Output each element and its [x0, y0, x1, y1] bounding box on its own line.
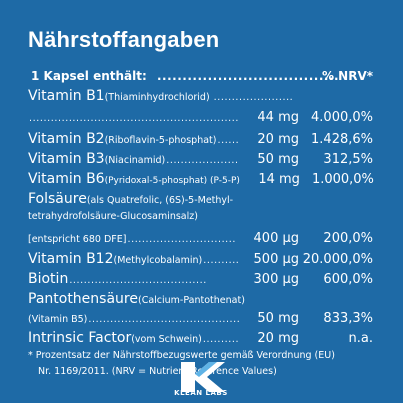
nutrient-detail: (Thiaminhydrochlorid) — [104, 92, 210, 103]
leader-dots: .............. — [203, 255, 240, 266]
nutrient-amount: 20 mg — [257, 331, 299, 346]
serving-dots: .................................... — [156, 69, 340, 83]
nutrient-amount: 50 mg — [257, 152, 299, 167]
nutrient-name: Vitamin B12 — [28, 251, 114, 267]
nutrient-nrv: 1.000,0% — [311, 172, 374, 187]
nutrient-row: Intrinsic Factor (vom Schwein) .........… — [28, 330, 373, 350]
leader-dots: .......... — [217, 135, 241, 146]
nutrient-amount: 50 mg — [257, 311, 299, 326]
nutrient-row: tetrahydrofolsäure-Glucosaminsalz) — [28, 211, 373, 231]
nutrient-nrv: 200,0% — [323, 231, 373, 246]
nutrient-nrv: 600,0% — [323, 272, 373, 287]
serving-label: 1 Kapsel enthält: — [31, 69, 147, 83]
nutrient-amount: 500 µg — [253, 252, 299, 267]
nutrient-detail: (Pyridoxal-5-phosphat) (P-5-P) — [104, 176, 240, 186]
nutrient-nrv: 4.000,0% — [311, 110, 373, 125]
nutrient-detail: (vom Schwein) — [131, 334, 202, 345]
nutrient-row: Vitamin B3 (Niacinamid) ................… — [28, 151, 373, 171]
nutrient-row: Folsäure (als Quatrefolic, (6S)-5-Methyl… — [28, 191, 373, 211]
footnote-line-1: * Prozentsatz der Nährstoffbezugswerte g… — [28, 350, 335, 361]
nutrient-amount: 20 mg — [257, 132, 299, 147]
nutrient-row: Pantothensäure (Calcium-Pantothenat) — [28, 291, 373, 311]
nutrient-row: (Vitamin B5) ...........................… — [28, 311, 373, 331]
nutrient-amount: 300 µg — [253, 272, 299, 287]
leader-dots: ........................................… — [88, 314, 240, 325]
nutrient-row: Vitamin B1 (Thiaminhydrochlorid) .......… — [28, 88, 373, 108]
nutrient-nrv: 833,3% — [323, 311, 373, 326]
leader-dots: ...................................... — [69, 275, 207, 286]
nutrient-row: Vitamin B6 (Pyridoxal-5-phosphat) (P-5-P… — [28, 171, 374, 191]
leader-dots: .............. — [202, 334, 240, 345]
nutrient-detail: (Methylcobalamin) — [113, 255, 203, 266]
footnote-line-2: Nr. 1169/2011. (NRV = Nutrient Reference… — [38, 366, 277, 377]
nutrient-name: Pantothensäure — [28, 291, 138, 307]
leader-dots: .............................. — [127, 234, 237, 245]
nutrient-row: [entspricht 680 DFE] ...................… — [28, 231, 373, 251]
k-logo-icon — [181, 362, 225, 392]
nutrient-nrv: n.a. — [348, 331, 373, 346]
nutrient-nrv: 1.428,6% — [311, 132, 373, 147]
nutrient-name: Intrinsic Factor — [28, 330, 132, 346]
nutrient-detail: (Vitamin B5) — [28, 314, 88, 325]
nutrient-nrv: 20.000,0% — [302, 252, 373, 267]
leader-dots: ...................... — [213, 92, 294, 103]
nutrient-detail: (als Quatrefolic, (6S)-5-Methyl- — [86, 195, 234, 206]
nutrient-name: Folsäure — [28, 191, 87, 207]
nutrient-detail: (Calcium-Pantothenat) — [137, 295, 245, 306]
nutrient-detail: [entspricht 680 DFE] — [28, 234, 127, 245]
nutrient-row: ........................................… — [28, 110, 373, 130]
nutrient-amount: 44 mg — [257, 110, 299, 125]
nutrient-amount: 14 mg — [258, 172, 300, 187]
nutrient-detail: (Riboflavin-5-phosphat) — [104, 135, 217, 146]
serving-header: 1 Kapsel enthält: ......................… — [31, 69, 339, 83]
nutrient-name: Vitamin B2 — [28, 131, 105, 147]
nutrient-name: Vitamin B6 — [28, 171, 105, 187]
nrv-header: % NRV* — [321, 69, 373, 83]
page-title: Nährstoffangaben — [28, 27, 220, 52]
nutrient-row: Vitamin B2 (Riboflavin-5-phosphat) .....… — [28, 131, 373, 151]
nutrient-amount: 400 µg — [253, 231, 299, 246]
nutrient-name: Biotin — [28, 271, 69, 287]
nutrient-name: Vitamin B3 — [28, 151, 105, 167]
leader-dots: .................... — [166, 155, 239, 166]
leader-dots: ........................................… — [29, 113, 240, 124]
nutrient-detail: tetrahydrofolsäure-Glucosaminsalz) — [28, 211, 198, 222]
brand-logo-text: KLEAN LABS — [174, 389, 228, 397]
nutrient-row: Vitamin B12 (Methylcobalamin) ..........… — [28, 251, 373, 271]
nutrient-name: Vitamin B1 — [28, 88, 105, 104]
nutrient-detail: (Niacinamid) — [104, 155, 166, 166]
nutrient-row: Biotin .................................… — [28, 271, 373, 291]
nutrient-nrv: 312,5% — [323, 152, 373, 167]
